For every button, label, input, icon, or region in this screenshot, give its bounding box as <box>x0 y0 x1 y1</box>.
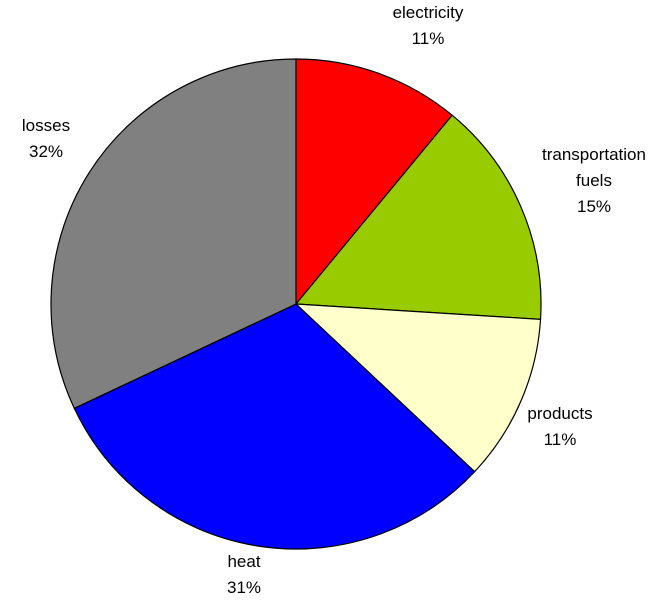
slice-label-line: losses <box>22 116 70 135</box>
slice-label-line: 15% <box>577 197 611 216</box>
slices-layer <box>50 58 542 550</box>
slice-label-line: 11% <box>544 430 577 449</box>
slice-label-line: heat <box>227 552 260 571</box>
pie-slice-losses <box>50 58 297 409</box>
slice-label-heat: heat 31% <box>227 552 261 597</box>
slice-label-electricity: electricity 11% <box>393 3 464 48</box>
slice-label-line: 32% <box>29 142 63 161</box>
slice-label-losses: losses 32% <box>22 116 70 161</box>
slice-label-products: products 11% <box>527 404 592 449</box>
slice-label-line: transportation <box>542 145 646 164</box>
pie-slice-transportation <box>295 114 542 320</box>
slice-label-line: products <box>527 404 592 423</box>
pie-slice-products <box>295 303 542 473</box>
slice-label-line: 31% <box>227 578 261 597</box>
slice-label-line: electricity <box>393 3 464 22</box>
slice-label-transportation: transportation fuels 15% <box>542 145 646 216</box>
pie-slice-electricity <box>295 58 453 305</box>
labels-layer: electricity 11% transportation fuels 15% prod… <box>22 3 646 597</box>
pie-slice-heat <box>73 303 476 550</box>
slice-label-line: 11% <box>412 29 445 48</box>
slice-label-line: fuels <box>576 171 612 190</box>
